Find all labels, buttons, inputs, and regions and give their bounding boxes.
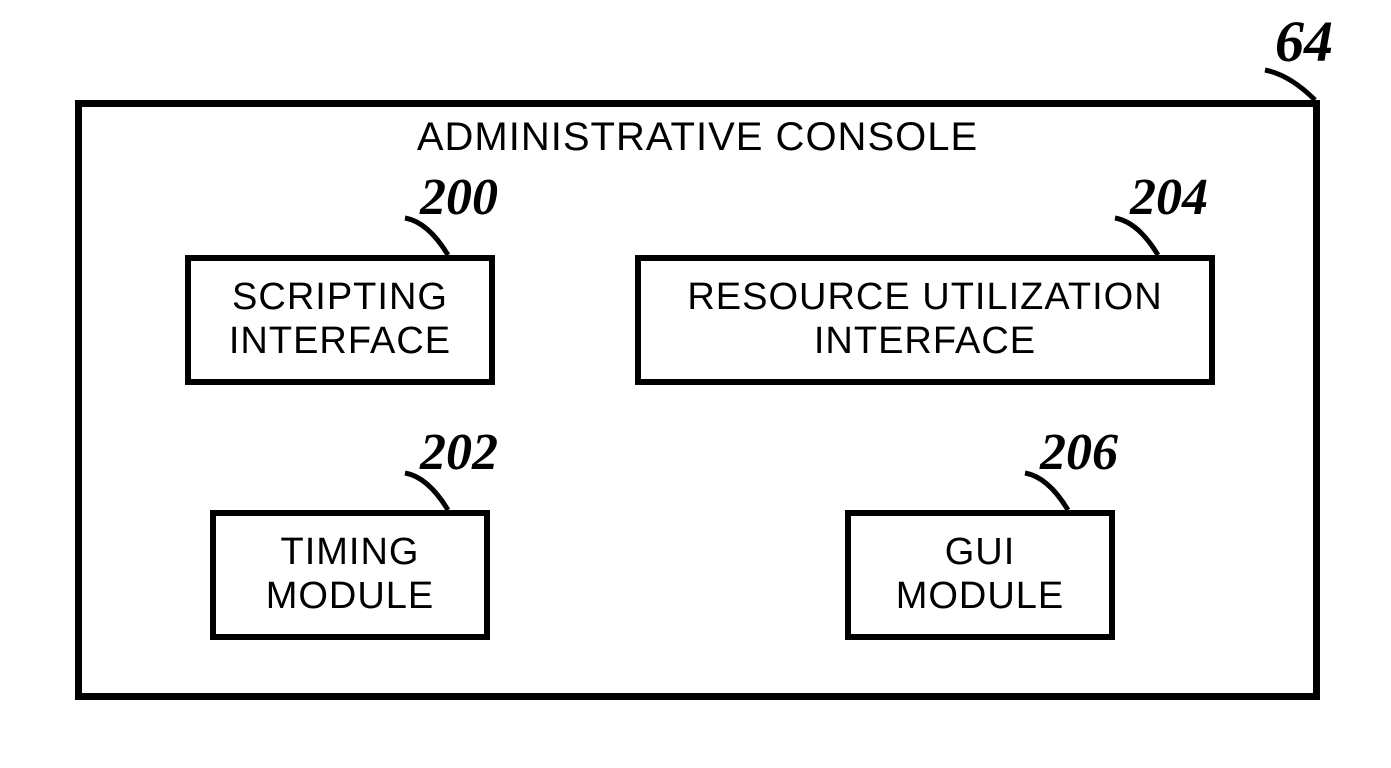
- gui-module-box: GUI MODULE: [845, 510, 1115, 640]
- timing-module-box: TIMING MODULE: [210, 510, 490, 640]
- ref-number-206: 206: [1040, 423, 1118, 482]
- resource-line2: INTERFACE: [814, 320, 1036, 362]
- scripting-interface-label: SCRIPTING INTERFACE: [229, 276, 451, 363]
- gui-line2: MODULE: [896, 575, 1065, 617]
- resource-utilization-label: RESOURCE UTILIZATION INTERFACE: [687, 276, 1162, 363]
- admin-console-title: ADMINISTRATIVE CONSOLE: [75, 115, 1320, 160]
- scripting-interface-box: SCRIPTING INTERFACE: [185, 255, 495, 385]
- scripting-line1: SCRIPTING: [232, 276, 448, 318]
- gui-module-label: GUI MODULE: [896, 531, 1065, 618]
- timing-line1: TIMING: [281, 531, 420, 573]
- ref-number-202: 202: [420, 423, 498, 482]
- scripting-line2: INTERFACE: [229, 320, 451, 362]
- ref-number-204: 204: [1130, 168, 1208, 227]
- ref-number-200: 200: [420, 168, 498, 227]
- gui-line1: GUI: [945, 531, 1016, 573]
- resource-line1: RESOURCE UTILIZATION: [687, 276, 1162, 318]
- ref-number-64: 64: [1275, 8, 1333, 75]
- timing-module-label: TIMING MODULE: [266, 531, 435, 618]
- resource-utilization-box: RESOURCE UTILIZATION INTERFACE: [635, 255, 1215, 385]
- timing-line2: MODULE: [266, 575, 435, 617]
